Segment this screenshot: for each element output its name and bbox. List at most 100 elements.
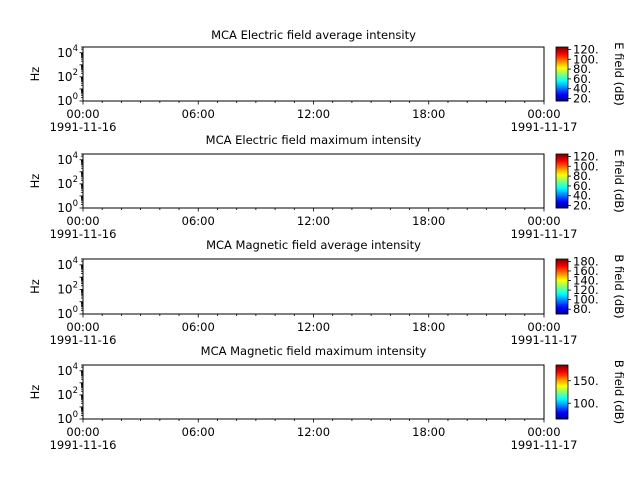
y-tick-label: 100 [57,199,78,215]
colorbar-cell [556,404,568,406]
colorbar-cell [556,167,568,170]
colorbar-cell [556,305,568,308]
colorbar-cell [556,379,568,382]
colorbar-cell [556,193,568,195]
colorbar-cell [556,380,568,383]
colorbar: 80.100.120.140.160.180. B field (dB) [555,254,626,319]
colorbar-cell [556,289,568,292]
colorbar-cell [556,403,568,405]
colorbar-cell [556,59,568,61]
colorbar-cell [556,179,568,182]
colorbar-cell [556,187,568,190]
y-tick-label: 104 [57,151,78,167]
colorbar-cell [556,51,568,54]
plot-frame [82,46,545,102]
colorbar-cell [556,395,568,397]
colorbar-cell [556,48,568,50]
colorbar-cell [556,377,568,379]
colorbar-cell [556,367,568,369]
colorbar-cell [556,169,568,172]
colorbar-cell [556,402,568,404]
colorbar-frame [555,46,569,102]
colorbar-cell [556,278,568,281]
colorbar-cell [556,405,568,408]
colorbar-cell [556,259,568,261]
colorbar-cell [556,275,568,277]
colorbar-cell [556,265,568,268]
colorbar-cell [556,195,568,198]
colorbar-cell [556,394,568,396]
colorbar-cell [556,191,568,193]
colorbar-cell [556,185,568,188]
colorbar-label: E field (dB) [612,42,626,106]
y-tick-label: 102 [57,175,78,191]
colorbar-cell [556,88,568,91]
x-tick-label: 06:00 [182,320,215,334]
colorbar-cell [556,303,568,306]
x-tick-label: 00:00 [66,214,99,228]
colorbar-tick-label: 100. [573,396,599,410]
colorbar-cell [556,292,568,294]
colorbar-cell [556,177,568,180]
y-tick-label: 104 [57,362,78,378]
colorbar-tick-label: 40. [573,189,591,203]
colorbar-cell [556,57,568,59]
colorbar-label: E field (dB) [612,149,626,213]
colorbar: 20.40.60.80.100.120. E field (dB) [555,42,626,106]
x-tick-label: 18:00 [412,214,445,228]
colorbar-cell [556,63,568,66]
colorbar-cell [556,69,568,72]
y-axis-label: Hz [28,385,42,400]
colorbar-cell [556,281,568,284]
colorbar-cell [556,165,568,167]
colorbar-cell [556,196,568,199]
colorbar: 100. 150. B field (dB) [555,360,626,424]
y-tick-label: 104 [57,256,78,272]
colorbar-cell [556,384,568,386]
colorbar-cell [556,370,568,373]
colorbar-cell [556,407,568,410]
colorbar-tick-label: 120. [573,42,599,56]
colorbar-cell [556,84,568,86]
colorbar-cell [556,182,568,184]
colorbar-cell [556,83,568,85]
colorbar-cell [556,60,568,63]
colorbar-cell [556,98,568,101]
x-tick-label: 12:00 [297,425,330,439]
x-tick-date: 1991-11-17 [511,120,578,134]
colorbar-cell [556,416,568,419]
colorbar-cell [556,159,568,162]
colorbar-cell [556,262,568,264]
colorbar-cell [556,90,568,93]
colorbar-cell [556,397,568,400]
colorbar-cell [556,388,568,391]
colorbar: 20.40.60.80.100.120. E field (dB) [555,149,626,213]
x-tick-date: 1991-11-17 [511,227,578,241]
colorbar-cell [556,300,568,302]
colorbar-cell [556,197,568,200]
colorbar-cell [556,53,568,56]
colorbar-cell [556,192,568,194]
colorbar-cell [556,272,568,275]
colorbar-cell [556,408,568,411]
y-tick-label: 102 [57,280,78,296]
colorbar-cell [556,374,568,376]
colorbar-cell [556,269,568,271]
colorbar-cell [556,77,568,79]
colorbar-cell [556,301,568,303]
colorbar-cell [556,277,568,279]
colorbar-cell [556,385,568,387]
colorbar-cell [556,381,568,384]
x-tick-date: 1991-11-17 [511,438,578,452]
colorbar-tick-label: 60. [573,72,591,86]
x-tick-label: 06:00 [182,107,215,121]
x-tick-label: 00:00 [527,214,560,228]
colorbar-cell [556,264,568,267]
colorbar-tick-label: 40. [573,82,591,96]
colorbar-cell [556,283,568,285]
colorbar-cell [556,365,568,367]
colorbar-cell [556,93,568,95]
colorbar-cell [556,201,568,203]
colorbar-cell [556,378,568,381]
colorbar-cell [556,92,568,94]
